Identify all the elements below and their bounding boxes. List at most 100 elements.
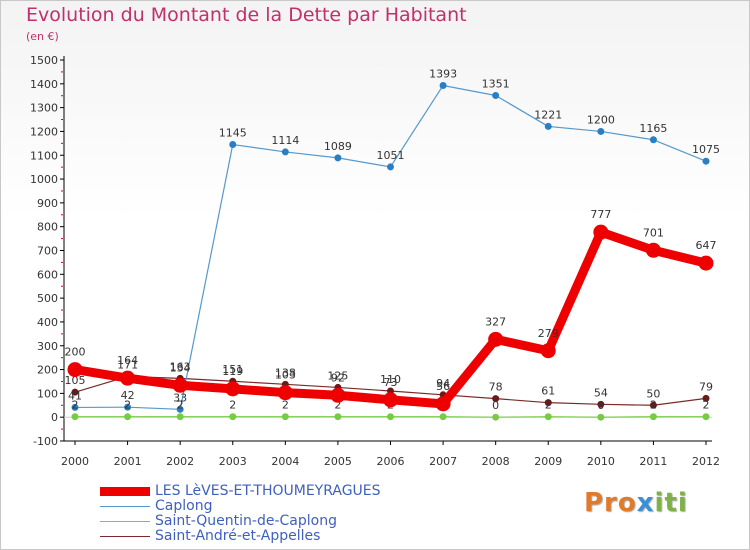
data-label: 1351 <box>482 77 510 90</box>
data-point <box>229 141 237 149</box>
data-label: 2 <box>703 399 710 412</box>
y-tick-label: 800 <box>37 221 58 234</box>
data-point <box>597 413 605 421</box>
x-tick-label: 2011 <box>639 455 667 468</box>
data-label: 1145 <box>219 127 247 140</box>
data-label: 119 <box>222 365 243 378</box>
data-point <box>124 403 132 411</box>
data-point <box>176 405 184 413</box>
data-label: 33 <box>173 391 187 404</box>
data-label: 777 <box>590 208 611 221</box>
data-point <box>702 413 710 421</box>
data-label: 56 <box>436 380 450 393</box>
logo-part: Pro <box>584 488 637 518</box>
y-tick-label: 600 <box>37 268 58 281</box>
x-tick-label: 2007 <box>429 455 457 468</box>
data-point <box>71 403 79 411</box>
legend-swatch <box>100 521 150 522</box>
data-label: 1114 <box>271 134 299 147</box>
data-label: 2 <box>229 399 236 412</box>
data-label: 2 <box>177 399 184 412</box>
data-label: 164 <box>117 354 138 367</box>
data-point <box>67 362 83 378</box>
data-label: 105 <box>65 374 86 387</box>
y-tick-label: 1200 <box>30 125 58 138</box>
data-point <box>645 242 661 258</box>
data-point <box>71 413 79 421</box>
data-point <box>176 413 184 421</box>
data-point <box>225 381 241 397</box>
data-point <box>387 163 394 171</box>
data-point <box>649 136 657 144</box>
x-tick-label: 2010 <box>587 455 615 468</box>
data-label: 0 <box>597 399 604 412</box>
data-label: 1393 <box>429 67 457 80</box>
data-label: 42 <box>121 389 135 402</box>
data-label: 279 <box>538 327 559 340</box>
data-point <box>330 387 346 403</box>
data-label: 54 <box>594 386 608 399</box>
x-tick-label: 2012 <box>692 455 720 468</box>
legend-label: LES LèVES-ET-THOUMEYRAGUES <box>155 483 381 499</box>
data-point <box>597 127 605 135</box>
legend-swatch <box>100 506 150 507</box>
data-point <box>649 413 657 421</box>
y-tick-label: 700 <box>37 245 58 258</box>
data-label: 138 <box>275 366 296 379</box>
y-tick-label: 500 <box>37 292 58 305</box>
data-point <box>649 401 657 409</box>
legend-label: Saint-André-et-Appelles <box>155 528 321 544</box>
data-point <box>334 413 342 421</box>
data-label: 647 <box>696 239 717 252</box>
data-point <box>277 385 293 401</box>
data-label: 79 <box>699 380 713 393</box>
data-point <box>439 413 447 421</box>
y-tick-label: 900 <box>37 197 58 210</box>
chart-title: Evolution du Montant de la Dette par Hab… <box>26 4 467 26</box>
x-tick-label: 2008 <box>482 455 510 468</box>
data-point <box>281 413 289 421</box>
data-label: 200 <box>65 346 86 359</box>
data-label: 61 <box>541 385 555 398</box>
data-label: 110 <box>380 373 401 386</box>
y-tick-label: 1400 <box>30 78 58 91</box>
data-label: 73 <box>384 376 398 389</box>
y-tick-label: 1000 <box>30 173 58 186</box>
data-label: 0 <box>492 399 499 412</box>
x-tick-label: 2009 <box>534 455 562 468</box>
data-point <box>435 396 451 412</box>
y-tick-label: 1100 <box>30 149 58 162</box>
data-label: 151 <box>222 363 243 376</box>
data-label: 125 <box>327 369 348 382</box>
x-tick-label: 2004 <box>271 455 299 468</box>
y-tick-label: 1300 <box>30 102 58 115</box>
data-point <box>172 377 188 393</box>
data-point <box>120 370 136 386</box>
data-label: 1200 <box>587 113 615 126</box>
x-tick-label: 2001 <box>114 455 142 468</box>
data-point <box>544 399 552 407</box>
data-label: 2 <box>72 399 79 412</box>
data-label: 94 <box>436 377 450 390</box>
x-tick-label: 2006 <box>377 455 405 468</box>
legend-label: Saint-Quentin-de-Caplong <box>155 513 337 529</box>
data-point <box>488 331 504 347</box>
data-label: 1165 <box>639 122 667 135</box>
data-label: 92 <box>331 371 345 384</box>
y-tick-label: 0 <box>51 411 58 424</box>
data-point <box>702 157 710 165</box>
data-label: 2 <box>545 399 552 412</box>
data-label: 1221 <box>534 108 562 121</box>
y-tick-label: 400 <box>37 316 58 329</box>
proxiti-logo: Proxiti <box>584 488 688 518</box>
data-point <box>492 395 500 403</box>
logo-part: iti <box>654 488 688 518</box>
data-point <box>492 91 500 99</box>
legend-swatch <box>100 487 150 496</box>
data-label: 163 <box>170 360 191 373</box>
data-label: 50 <box>646 387 660 400</box>
data-label: 2 <box>282 399 289 412</box>
legend-label: Caplong <box>155 498 213 514</box>
data-label: 1089 <box>324 140 352 153</box>
